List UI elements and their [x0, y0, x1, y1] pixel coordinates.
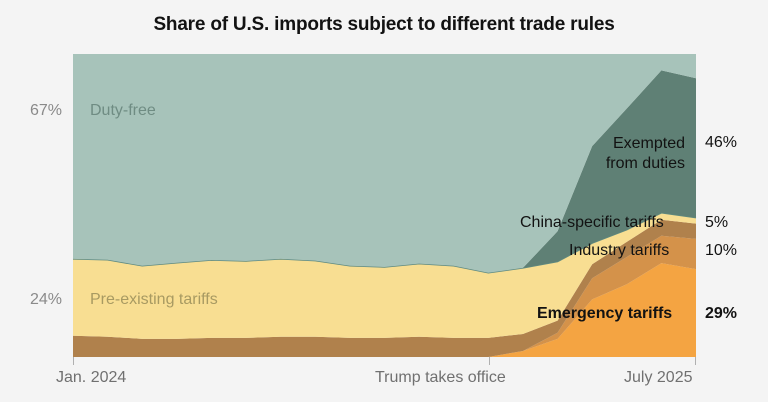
- area-china: [73, 219, 696, 357]
- x-label-jan-2024: Jan. 2024: [56, 369, 127, 386]
- label-emergency: Emergency tariffs: [537, 305, 673, 322]
- y-label-67: 67%: [29, 102, 62, 119]
- end-value-industry: 10%: [705, 242, 738, 259]
- chart-title: Share of U.S. imports subject to differe…: [153, 14, 615, 35]
- area-duty-free: [73, 54, 696, 273]
- area-emergency: [73, 263, 696, 357]
- tick-july-2025: [695, 357, 696, 365]
- end-value-china: 5%: [705, 214, 729, 231]
- tick-trump-takes-office: [489, 357, 490, 365]
- y-label-24: 24%: [29, 291, 62, 308]
- label-exempted-line1: Exempted: [612, 135, 685, 152]
- label-exempted-line2: from duties: [605, 155, 685, 172]
- x-label-july-2025: July 2025: [624, 369, 693, 386]
- label-industry: Industry tariffs: [569, 242, 670, 259]
- label-pre-existing: Pre-existing tariffs: [90, 291, 218, 308]
- end-value-emergency: 29%: [705, 305, 738, 322]
- end-value-exempted: 46%: [705, 134, 738, 151]
- label-china: China-specific tariffs: [520, 214, 664, 231]
- tick-jan-2024: [73, 357, 74, 365]
- area-pre-existing: [73, 212, 696, 339]
- x-label-trump-takes-office: Trump takes office: [375, 369, 506, 386]
- label-exempted: Exempted from duties: [593, 134, 685, 174]
- label-duty-free: Duty-free: [90, 102, 156, 119]
